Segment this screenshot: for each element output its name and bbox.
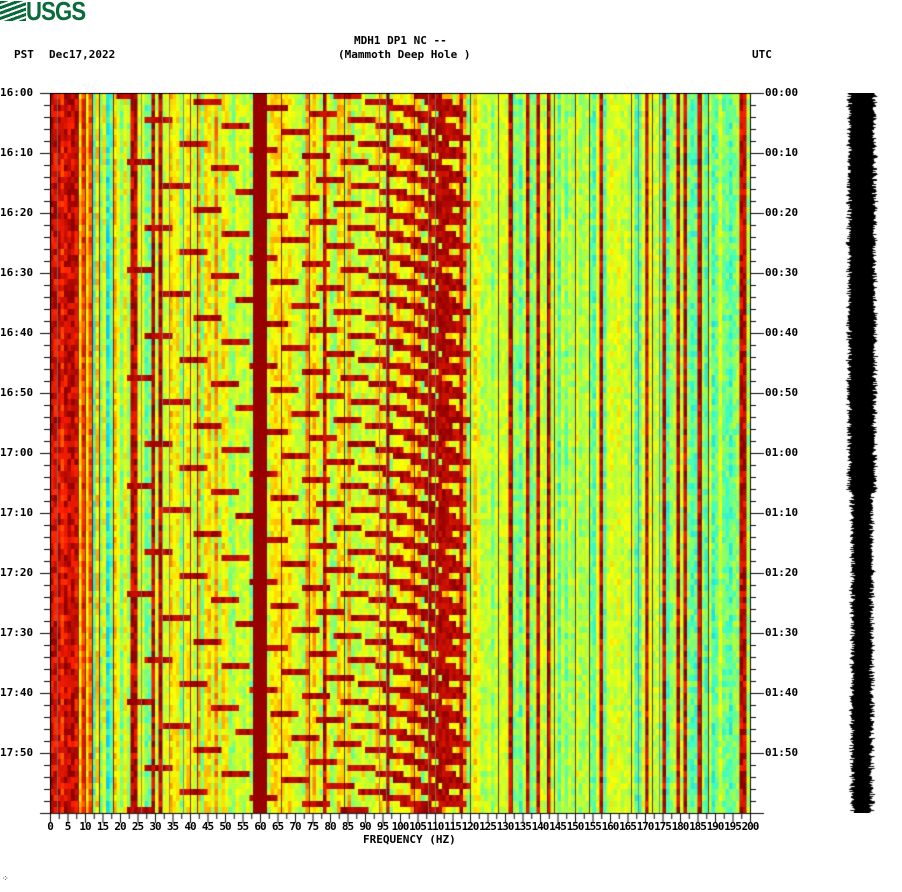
x-tick-label: 100 — [391, 820, 410, 833]
x-tick-label: 140 — [531, 820, 550, 833]
x-tick-label: 20 — [114, 820, 126, 833]
y-tick-label-left: 16:40 — [0, 326, 34, 339]
x-tick-label: 185 — [689, 820, 707, 833]
x-tick-label: 190 — [706, 820, 725, 833]
x-tick-label: 40 — [184, 820, 196, 833]
x-tick-label: 10 — [79, 820, 91, 833]
x-tick-label: 170 — [636, 820, 655, 833]
y-tick-label-right: 00:30 — [765, 266, 799, 279]
y-tick-label-right: 01:30 — [765, 626, 799, 639]
y-tick-label-left: 17:20 — [0, 566, 34, 579]
x-tick-label: 15 — [96, 820, 109, 833]
x-tick-label: 150 — [566, 820, 585, 833]
y-tick-label-left: 16:20 — [0, 206, 34, 219]
x-tick-label: 60 — [254, 820, 266, 833]
x-tick-label: 160 — [601, 820, 620, 833]
y-tick-label-left: 17:10 — [0, 506, 34, 519]
y-tick-label-left: 16:00 — [0, 86, 34, 99]
x-tick-label: 175 — [654, 820, 672, 833]
y-tick-label-left: 16:10 — [0, 146, 34, 159]
y-tick-label-left: 16:50 — [0, 386, 34, 399]
y-tick-label-left: 17:30 — [0, 626, 34, 639]
x-tick-label: 80 — [324, 820, 336, 833]
x-tick-label: 65 — [271, 820, 284, 833]
x-tick-label: 55 — [236, 820, 249, 833]
y-tick-label-right: 01:40 — [765, 686, 799, 699]
x-tick-label: 165 — [619, 820, 637, 833]
x-tick-label: 110 — [426, 820, 445, 833]
y-tick-label-left: 17:50 — [0, 746, 34, 759]
y-tick-label-right: 00:00 — [765, 86, 799, 99]
x-tick-label: 195 — [724, 820, 742, 833]
x-tick-label: 70 — [289, 820, 301, 833]
y-tick-label-right: 00:40 — [765, 326, 799, 339]
x-tick-label: 145 — [549, 820, 567, 833]
y-tick-label-right: 00:20 — [765, 206, 799, 219]
y-tick-label-left: 16:30 — [0, 266, 34, 279]
x-tick-label: 45 — [201, 820, 214, 833]
y-tick-label-right: 01:00 — [765, 446, 799, 459]
x-tick-label: 180 — [671, 820, 690, 833]
footer-mark: ⁘ — [2, 874, 9, 883]
x-tick-label: 35 — [166, 820, 179, 833]
y-tick-label-right: 01:50 — [765, 746, 799, 759]
x-tick-label: 85 — [341, 820, 354, 833]
x-tick-label: 75 — [306, 820, 319, 833]
x-tick-label: 155 — [584, 820, 602, 833]
y-tick-label-left: 17:40 — [0, 686, 34, 699]
seismogram-trace — [842, 93, 882, 813]
x-tick-label: 135 — [514, 820, 532, 833]
x-tick-label: 125 — [479, 820, 497, 833]
y-tick-label-right: 01:10 — [765, 506, 799, 519]
x-tick-label: 25 — [131, 820, 144, 833]
x-tick-label: 0 — [47, 820, 54, 833]
y-tick-label-right: 00:10 — [765, 146, 799, 159]
x-tick-label: 95 — [376, 820, 389, 833]
x-axis-title: FREQUENCY (HZ) — [363, 833, 456, 846]
x-tick-label: 105 — [409, 820, 427, 833]
x-tick-label: 115 — [444, 820, 462, 833]
x-tick-label: 30 — [149, 820, 161, 833]
y-tick-label-left: 17:00 — [0, 446, 34, 459]
x-tick-label: 120 — [461, 820, 480, 833]
x-tick-label: 50 — [219, 820, 231, 833]
x-tick-label: 90 — [359, 820, 371, 833]
y-tick-label-right: 01:20 — [765, 566, 799, 579]
x-tick-label: 200 — [741, 820, 760, 833]
x-tick-label: 5 — [64, 820, 72, 833]
x-tick-label: 130 — [496, 820, 515, 833]
y-tick-label-right: 00:50 — [765, 386, 799, 399]
